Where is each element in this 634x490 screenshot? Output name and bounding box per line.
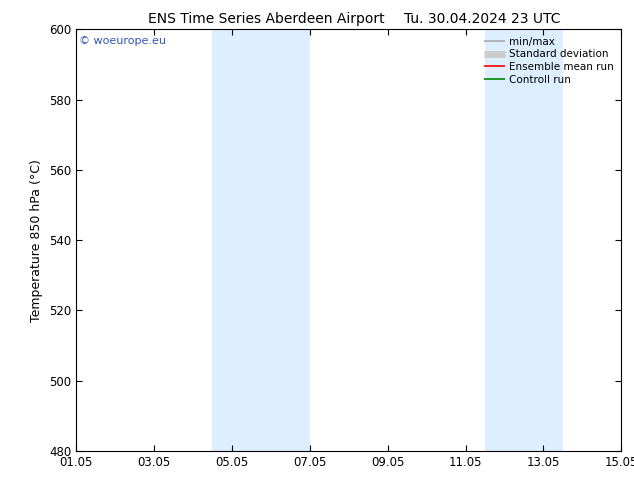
Legend: min/max, Standard deviation, Ensemble mean run, Controll run: min/max, Standard deviation, Ensemble me… [482, 35, 616, 87]
Text: ENS Time Series Aberdeen Airport: ENS Time Series Aberdeen Airport [148, 12, 385, 26]
Text: Tu. 30.04.2024 23 UTC: Tu. 30.04.2024 23 UTC [404, 12, 560, 26]
Bar [485, 29, 563, 451]
Bar [212, 29, 310, 451]
Text: © woeurope.eu: © woeurope.eu [79, 36, 166, 46]
Y-axis label: Temperature 850 hPa (°C): Temperature 850 hPa (°C) [30, 159, 43, 321]
